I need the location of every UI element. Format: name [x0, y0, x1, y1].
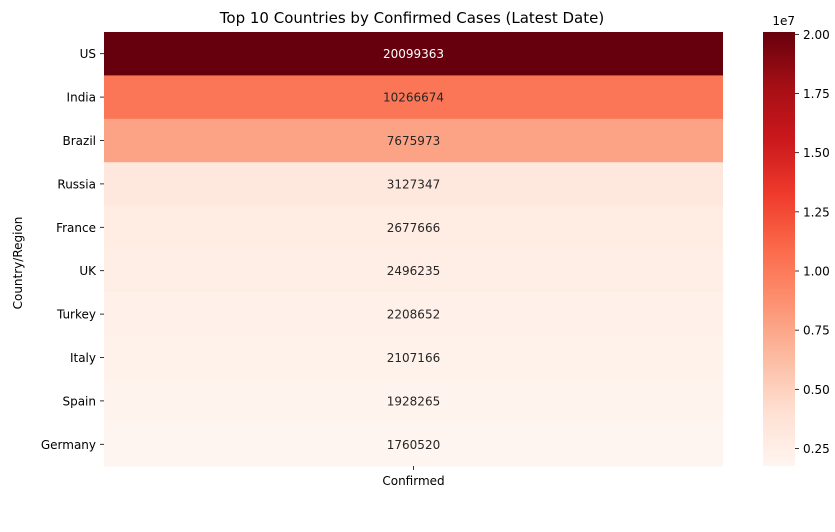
y-tick-label: UK	[79, 264, 97, 278]
heatmap-cell-uk	[104, 249, 723, 293]
chart-title: Top 10 Countries by Confirmed Cases (Lat…	[219, 9, 604, 27]
y-tick-label: Germany	[41, 438, 96, 452]
y-tick-label: Spain	[62, 394, 96, 408]
x-tick-label: Confirmed	[382, 474, 444, 488]
y-tick-labels: US India Brazil Russia France UK Turkey Italy Sp…	[41, 47, 104, 452]
cell-value-label: 3127347	[387, 177, 440, 191]
cell-value-label: 2208652	[387, 308, 440, 322]
heatmap-cell-spain	[104, 379, 723, 424]
colorbar-ticks: 0.25 0.50 0.75 1.00 1.25 1.50 1.75 2.00	[795, 28, 830, 456]
cell-value-label: 7675973	[387, 134, 440, 148]
heatmap-cell-india	[104, 75, 723, 120]
heatmap-cell-labels: 20099363 10266674 7675973 3127347 2677666 249…	[383, 47, 444, 452]
colorbar-tick-label: 1.50	[803, 146, 830, 160]
colorbar-tick-label: 0.75	[803, 324, 830, 338]
heatmap-cell-italy	[104, 335, 723, 380]
y-axis-label: Country/Region	[11, 217, 25, 310]
heatmap-cell-france	[104, 205, 723, 250]
cell-value-label: 1760520	[387, 438, 440, 452]
y-tick-label: Brazil	[63, 134, 97, 148]
y-tick-label: US	[80, 47, 96, 61]
colorbar-tick-label: 0.50	[803, 383, 830, 397]
colorbar-gradient	[763, 32, 795, 466]
colorbar-tick-label: 1.00	[803, 265, 830, 279]
y-tick-label: Turkey	[56, 308, 96, 322]
x-tick-labels: Confirmed	[382, 466, 445, 488]
cell-value-label: 10266674	[383, 91, 444, 105]
y-tick-label: Russia	[57, 177, 96, 191]
colorbar-tick-label: 2.00	[803, 28, 830, 42]
heatmap-cell-us	[104, 32, 723, 76]
colorbar: 1e7 0.25 0.50 0.75 1.00 1.25 1.50 1.75 2.00	[763, 14, 830, 466]
cell-value-label: 2107166	[387, 351, 440, 365]
colorbar-tick-label: 1.75	[803, 87, 830, 101]
heatmap-cell-brazil	[104, 118, 723, 163]
colorbar-tick-label: 1.25	[803, 205, 830, 219]
cell-value-label: 1928265	[387, 394, 440, 408]
colorbar-tick-label: 0.25	[803, 442, 830, 456]
cell-value-label: 20099363	[383, 47, 444, 61]
y-tick-label: France	[56, 221, 96, 235]
heatmap-cell-russia	[104, 162, 723, 207]
cell-value-label: 2677666	[387, 221, 440, 235]
colorbar-multiplier-label: 1e7	[772, 14, 795, 28]
y-tick-label: India	[67, 91, 96, 105]
heatmap-cell-turkey	[104, 292, 723, 337]
heatmap-cells	[104, 32, 723, 467]
heatmap-cell-germany	[104, 422, 723, 467]
y-tick-label: Italy	[70, 351, 96, 365]
cell-value-label: 2496235	[387, 264, 440, 278]
